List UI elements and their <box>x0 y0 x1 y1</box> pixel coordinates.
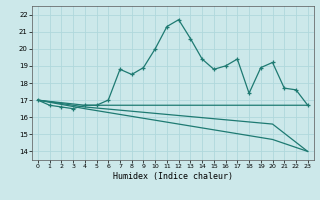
X-axis label: Humidex (Indice chaleur): Humidex (Indice chaleur) <box>113 172 233 181</box>
